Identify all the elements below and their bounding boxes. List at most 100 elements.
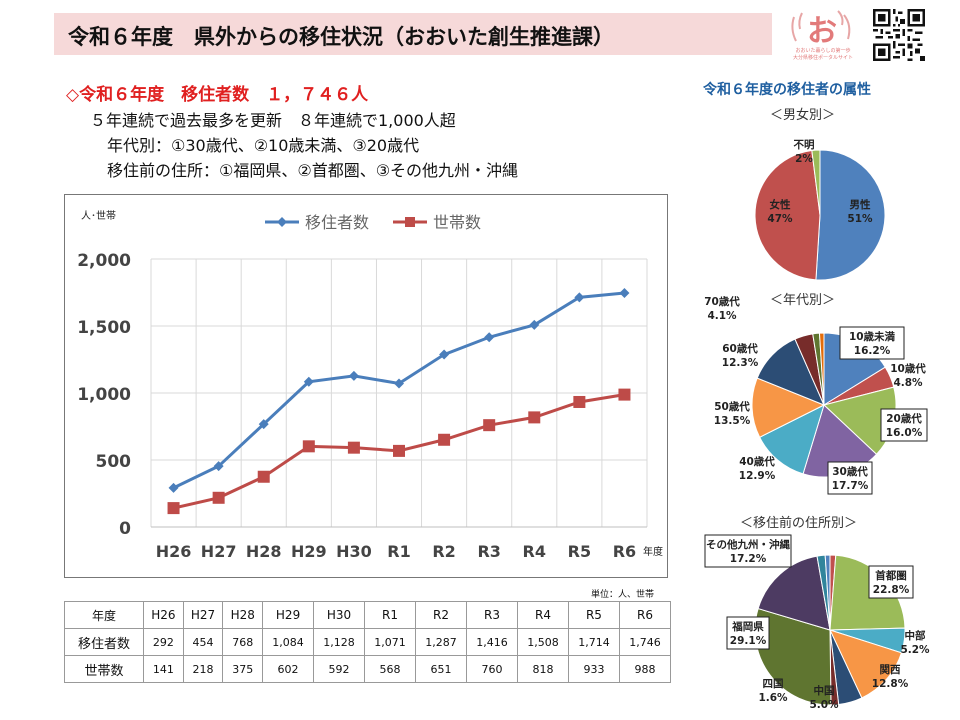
table-year: R5 — [567, 601, 620, 629]
table-year: R3 — [466, 601, 518, 629]
data-point — [439, 349, 450, 360]
pie-label: 70歳代 — [704, 295, 740, 308]
pie-value: 17.2% — [730, 553, 767, 565]
pie-label: 10歳代 — [890, 362, 926, 375]
pie-slice — [811, 149, 821, 216]
pie-label: 四国 — [763, 678, 784, 690]
pie-label: 中部 — [905, 629, 926, 642]
table-row-label: 世帯数 — [64, 655, 144, 683]
pie-label-box — [726, 616, 770, 650]
summary-headline: ◇令和６年度 移住者数 １，７４６人 — [66, 85, 369, 105]
logo-caption-1: おおいた暮らしの第一歩 — [795, 47, 850, 54]
pie-label: 女性 — [770, 198, 791, 211]
x-tick-label: H26 — [156, 542, 192, 561]
pie-value: 29.1% — [730, 635, 767, 647]
line-chart: 0 500 1,000 1,500 2,000 H26 H27 H28 H29 H30 R1 R2 R3… — [77, 209, 663, 561]
table-cell: 818 — [516, 655, 569, 683]
table-cell: 602 — [262, 655, 315, 683]
y-tick-label: 500 — [96, 452, 132, 472]
pie-label: 中国 — [814, 684, 835, 697]
table-cell: 218 — [182, 655, 224, 683]
table-cell: 988 — [618, 655, 672, 683]
table-cell: 1,287 — [415, 628, 467, 656]
qr-code-icon[interactable] — [873, 9, 925, 61]
pie-value: 5.0% — [809, 699, 839, 711]
data-point — [302, 440, 315, 453]
data-point — [168, 482, 179, 493]
y-tick-label: 0 — [119, 519, 131, 539]
brand-logo: お おおいた暮らしの第一歩 大分県移住ポータルサイト — [791, 10, 853, 61]
table-year: H29 — [262, 601, 315, 629]
table-cell: 454 — [182, 628, 224, 656]
data-point — [212, 491, 225, 504]
page-title: 令和６年度 県外からの移住状況（おおいた創生推進課） — [68, 25, 614, 49]
data-point — [394, 378, 404, 389]
pie-slice — [818, 332, 825, 406]
pie-slice — [758, 404, 825, 475]
pie-label: 10歳未満 — [849, 330, 896, 343]
pie-value: 4.8% — [893, 377, 923, 389]
unit-note: 単位：人、世帯 — [591, 590, 655, 600]
data-point — [258, 419, 269, 430]
pie-label: 男性 — [850, 198, 871, 211]
x-tick-label: R3 — [477, 542, 500, 561]
pie-value: 16.0% — [886, 427, 923, 439]
pie-value: 12.8% — [872, 678, 909, 690]
x-axis-label: 年度 — [643, 545, 663, 558]
table-cell: 375 — [222, 655, 264, 683]
pie-value: 51% — [847, 213, 873, 225]
legend-label: 世帯数 — [433, 213, 481, 232]
table-row-label: 移住者数 — [64, 628, 144, 656]
data-point — [348, 370, 359, 381]
table-cell: 141 — [143, 655, 184, 683]
legend-marker — [405, 217, 415, 227]
x-tick-label: R6 — [613, 542, 636, 561]
legend-marker — [277, 217, 287, 227]
data-point — [257, 470, 270, 483]
data-point — [573, 395, 586, 408]
x-tick-label: H29 — [291, 542, 327, 561]
pie-value: 4.1% — [707, 310, 737, 322]
x-tick-label: R5 — [568, 542, 591, 561]
line-chart-frame: 0 500 1,000 1,500 2,000 H26 H27 H28 H29 H30 R1 R2 R3… — [64, 194, 668, 578]
table-cell: 1,416 — [466, 628, 518, 656]
data-point — [167, 502, 180, 515]
data-point — [303, 376, 314, 387]
title-bar: 令和６年度 県外からの移住状況（おおいた創生推進課） — [54, 13, 772, 55]
pie-value: 5.2% — [900, 644, 930, 656]
table-year: R2 — [415, 601, 467, 629]
table-year: R4 — [516, 601, 569, 629]
pie-value: 2% — [795, 153, 813, 165]
y-axis-label: 人･世帯 — [81, 209, 116, 222]
pie-label-box — [704, 534, 792, 568]
pie-label: 60歳代 — [722, 342, 758, 355]
legend-label: 移住者数 — [305, 213, 369, 232]
x-tick-label: R2 — [432, 542, 455, 561]
pie-slice — [815, 149, 886, 281]
table-row: 移住者数 292 454 768 1,084 1,128 1,071 1,287… — [64, 628, 672, 656]
table-cell: 760 — [466, 655, 518, 683]
age-pie: 10歳未満 16.2% 10歳代 4.8% 20歳代 16.0% 30歳代 17.7% 40歳代… — [704, 295, 928, 495]
data-point — [619, 288, 630, 299]
table-year: H30 — [313, 601, 366, 629]
data-point — [618, 388, 631, 401]
summary-line-2: 年代別：①30歳代、②10歳未満、③20歳代 — [107, 136, 420, 155]
pie-slice — [754, 149, 821, 281]
data-point — [393, 444, 405, 457]
pie-label: 50歳代 — [714, 400, 750, 413]
pie-label: 関西 — [880, 664, 901, 676]
gender-pie-title: ＜男女別＞ — [770, 108, 836, 123]
data-point — [529, 319, 540, 330]
pie-label-box — [880, 408, 928, 442]
data-table: 年度 H26 H27 H28 H29 H30 R1 R2 R3 R4 R5 R6… — [64, 601, 672, 683]
pie-slice — [751, 377, 826, 438]
pie-label: 不明 — [794, 139, 815, 151]
data-point — [483, 419, 496, 432]
table-year: H27 — [182, 601, 224, 629]
data-point — [347, 441, 360, 454]
pie-label-box — [839, 326, 905, 360]
table-cell: 1,071 — [364, 628, 417, 656]
pie-value: 12.3% — [722, 357, 759, 369]
pie-label: 40歳代 — [739, 455, 775, 468]
age-pie-title: ＜年代別＞ — [770, 293, 836, 308]
